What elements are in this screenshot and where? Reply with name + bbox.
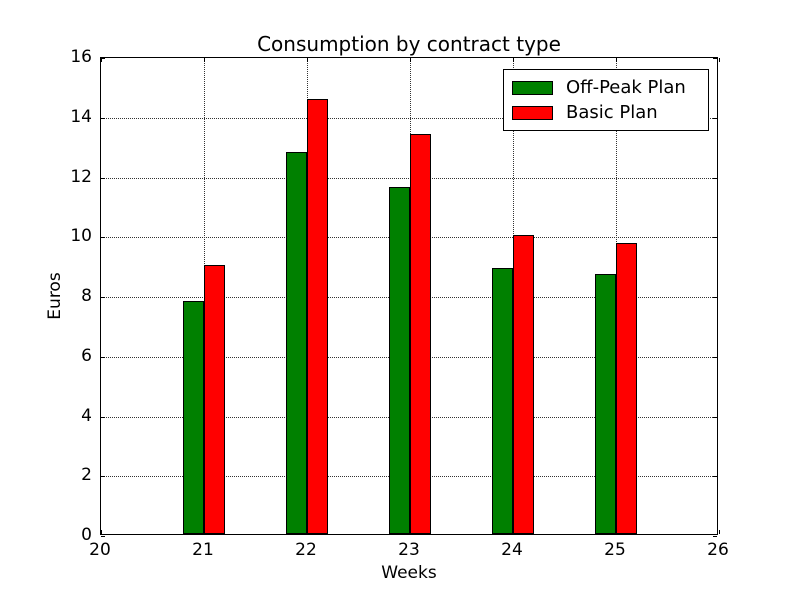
y-tick-mark xyxy=(713,476,717,478)
bar xyxy=(513,235,534,534)
legend-swatch-icon xyxy=(512,80,553,95)
y-tick-mark xyxy=(101,356,105,358)
x-tick-mark xyxy=(719,530,720,534)
x-tick-label: 25 xyxy=(604,540,626,560)
bar xyxy=(307,99,328,534)
y-tick-mark xyxy=(713,117,717,119)
y-tick-mark xyxy=(713,177,717,179)
y-tick-mark xyxy=(713,297,717,298)
legend-swatch-icon xyxy=(512,105,553,120)
y-tick-label: 16 xyxy=(70,47,92,67)
bar xyxy=(616,242,637,534)
y-tick-mark xyxy=(713,58,717,59)
x-tick-mark xyxy=(101,58,102,62)
y-tick-mark xyxy=(101,237,105,239)
x-tick-label: 22 xyxy=(295,540,317,560)
legend-label: Off-Peak Plan xyxy=(566,76,686,98)
legend: Off-Peak Plan Basic Plan xyxy=(503,69,709,131)
y-tick-label: 14 xyxy=(70,106,92,127)
y-tick-label: 0 xyxy=(81,525,92,545)
y-tick-label: 2 xyxy=(81,465,92,486)
bar xyxy=(595,274,616,534)
y-tick-label: 4 xyxy=(81,405,92,426)
legend-item: Basic Plan xyxy=(512,101,700,124)
y-tick-mark xyxy=(713,536,717,537)
x-tick-mark xyxy=(513,58,514,62)
x-tick-label: 23 xyxy=(398,540,420,560)
y-tick-mark xyxy=(101,476,105,478)
y-tick-mark xyxy=(101,297,105,298)
x-tick-mark xyxy=(616,58,617,62)
bar xyxy=(204,265,225,534)
x-tick-mark xyxy=(719,58,720,62)
x-tick-mark xyxy=(410,58,411,62)
x-tick-label: 20 xyxy=(89,540,111,560)
x-tick-label: 21 xyxy=(192,540,214,560)
y-tick-mark xyxy=(101,117,105,119)
y-tick-mark xyxy=(101,177,105,179)
y-tick-mark xyxy=(713,356,717,358)
legend-item: Off-Peak Plan xyxy=(512,76,700,99)
x-tick-label: 26 xyxy=(707,540,729,560)
y-tick-mark xyxy=(713,237,717,239)
y-tick-mark xyxy=(713,416,717,418)
legend-label: Basic Plan xyxy=(566,101,658,123)
bar xyxy=(410,133,431,534)
x-tick-mark xyxy=(101,530,102,534)
x-tick-mark xyxy=(307,58,308,62)
bar xyxy=(389,187,410,534)
y-tick-label: 6 xyxy=(81,345,92,366)
y-tick-mark xyxy=(101,416,105,418)
bar xyxy=(183,300,204,534)
gridline-horizontal xyxy=(101,117,717,119)
y-tick-label: 8 xyxy=(81,286,92,306)
bar xyxy=(286,151,307,534)
y-tick-label: 10 xyxy=(70,226,92,247)
x-tick-label: 24 xyxy=(501,540,523,560)
y-tick-mark xyxy=(101,536,105,537)
y-tick-mark xyxy=(101,58,105,59)
y-tick-label: 12 xyxy=(70,166,92,187)
gridline-horizontal xyxy=(101,177,717,179)
x-tick-mark xyxy=(204,58,205,62)
plot-area xyxy=(100,57,720,537)
bar xyxy=(492,268,513,534)
chart-title: Consumption by contract type xyxy=(257,32,561,56)
x-axis-label: Weeks xyxy=(381,563,437,583)
